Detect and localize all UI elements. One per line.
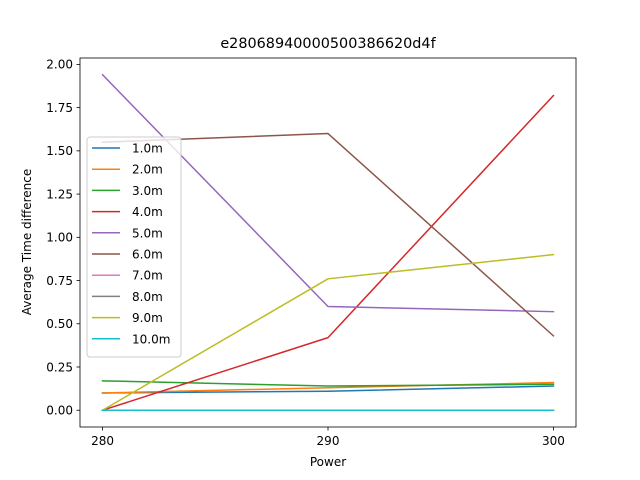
series-line-9 xyxy=(101,253,555,412)
y-tick-label: 0.50 xyxy=(46,317,73,331)
series-layer xyxy=(101,73,555,412)
legend-box xyxy=(86,136,182,358)
axes-layer: 280 290 300 0.00 0.25 0.50 0.75 1.00 1.25 1.50 1.7… xyxy=(46,57,577,448)
y-tick-label: 2.00 xyxy=(46,58,73,72)
x-tick-label: 300 xyxy=(542,434,565,448)
y-tick-label: 1.00 xyxy=(46,231,73,245)
legend-label-7: 7.0m xyxy=(132,269,163,283)
y-tick-label: 0.00 xyxy=(46,404,73,418)
y-axis-label: Average Time difference xyxy=(20,169,34,316)
legend-label-1: 1.0m xyxy=(132,142,163,156)
series-line-1 xyxy=(101,385,555,394)
legend-label-8: 8.0m xyxy=(132,290,163,304)
y-tick-label: 0.25 xyxy=(46,360,73,374)
legend-label-4: 4.0m xyxy=(132,205,163,219)
legend-label-6: 6.0m xyxy=(132,248,163,262)
series-line-4 xyxy=(101,94,555,412)
y-tick-label: 0.75 xyxy=(46,274,73,288)
legend-label-9: 9.0m xyxy=(132,311,163,325)
legend-label-2: 2.0m xyxy=(132,163,163,177)
legend: 1.0m 2.0m 3.0m 4.0m 5.0m 6.0m 7.0m 8.0m 9.0m 10.0… xyxy=(86,136,182,358)
y-tick-label: 1.75 xyxy=(46,101,73,115)
legend-label-10: 10.0m xyxy=(132,332,170,346)
chart-title: e2806894000050038662​0d4f xyxy=(220,36,436,52)
x-tick-label: 290 xyxy=(317,434,340,448)
series-line-3 xyxy=(101,380,555,387)
x-tick-label: 280 xyxy=(91,434,114,448)
y-tick-label: 1.50 xyxy=(46,144,73,158)
y-tick-label: 1.25 xyxy=(46,187,73,201)
legend-label-5: 5.0m xyxy=(132,226,163,240)
legend-label-3: 3.0m xyxy=(132,184,163,198)
x-axis-label: Power xyxy=(310,455,346,469)
